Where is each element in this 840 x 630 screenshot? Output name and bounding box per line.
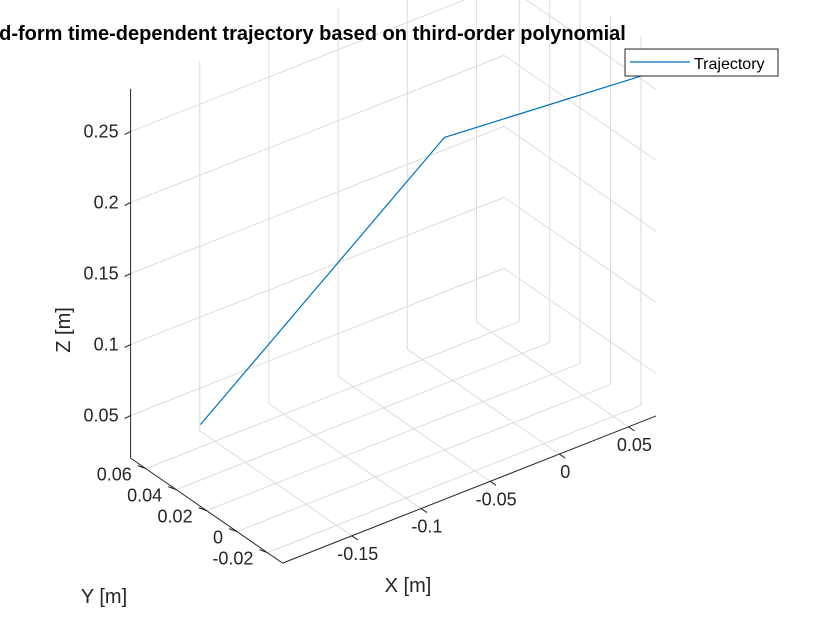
y-axis-label: Y [m]: [81, 586, 127, 608]
z-tick-mark: [124, 202, 131, 206]
z-tick-label: 0.25: [84, 122, 119, 142]
y-tick-label: 0.02: [158, 507, 193, 527]
y-tick-mark: [259, 549, 268, 554]
legend: Trajectory: [624, 48, 779, 77]
grid-line: [267, 404, 642, 554]
y-tick-mark: [168, 486, 177, 491]
legend-label: Trajectory: [694, 56, 765, 73]
grid-line: [503, 54, 657, 161]
x-tick-label: -0.15: [337, 544, 378, 564]
chart-title: ed-form time-dependent trajectory based …: [0, 23, 626, 45]
y-tick-label: 0.06: [97, 465, 132, 485]
x-tick-label: -0.05: [476, 489, 517, 509]
axes: [124, 88, 657, 564]
grid-line: [236, 383, 611, 533]
grid-line: [503, 196, 657, 303]
series-line-0: [199, 74, 644, 425]
x-tick-mark: [628, 426, 635, 432]
grid-line: [130, 125, 505, 274]
z-tick-label: 0.1: [94, 335, 119, 355]
y-tick-mark: [228, 528, 238, 533]
y-tick-label: -0.02: [212, 549, 253, 569]
x-tick-label: 0: [560, 462, 570, 482]
x-tick-mark: [558, 453, 566, 459]
grid-lines: [130, 0, 657, 554]
series-group: [199, 74, 644, 425]
tick-labels: -0.15-0.1-0.0500.05-0.0200.020.040.060.0…: [84, 122, 652, 569]
y-tick-mark: [137, 465, 146, 470]
z-tick-mark: [124, 273, 131, 277]
y-tick-label: 0: [213, 528, 223, 548]
grid-line: [130, 0, 466, 132]
x-tick-label: -0.1: [411, 517, 442, 537]
x-tick-label: 0.05: [617, 435, 652, 455]
y-tick-mark: [198, 507, 207, 512]
grid-line: [145, 320, 520, 470]
grid-line: [176, 341, 550, 491]
z-tick-mark: [124, 131, 131, 135]
z-tick-label: 0.2: [94, 193, 119, 213]
z-tick-mark: [124, 344, 131, 348]
x-tick-mark: [489, 480, 497, 486]
grid-line: [503, 125, 657, 232]
z-axis-label: Z [m]: [53, 307, 75, 353]
grid-line: [130, 267, 505, 416]
grid-line: [130, 196, 505, 345]
x-axis-line: [282, 415, 657, 564]
grid-line: [206, 362, 581, 512]
x-tick-mark: [351, 535, 359, 541]
grid-line: [130, 54, 505, 203]
x-tick-mark: [420, 508, 428, 514]
y-tick-label: 0.04: [127, 486, 162, 506]
z-tick-mark: [124, 415, 131, 419]
z-tick-label: 0.05: [84, 406, 119, 426]
x-axis-label: X [m]: [385, 575, 432, 597]
grid-line: [503, 267, 657, 374]
z-tick-label: 0.15: [84, 264, 119, 284]
